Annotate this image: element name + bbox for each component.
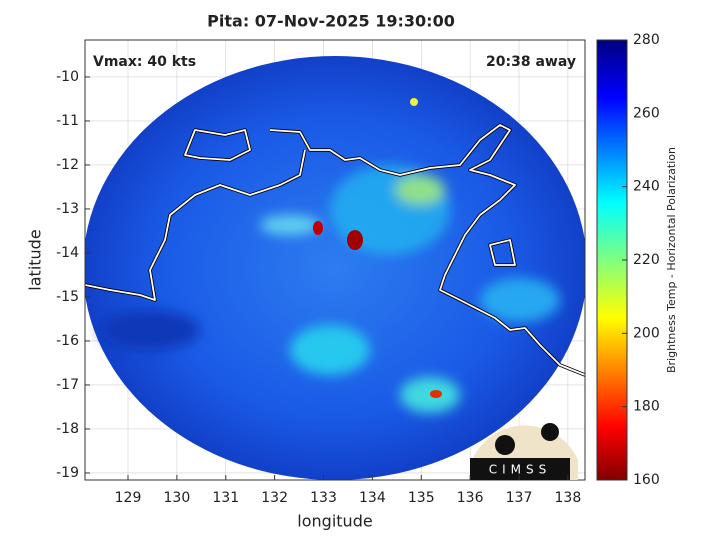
- colorbar-tick-label: 180: [633, 399, 660, 415]
- logo: CIMSS: [470, 423, 578, 480]
- x-axis-label: longitude: [297, 512, 372, 531]
- y-tick-label: -17: [56, 377, 79, 393]
- plot-frame: [84, 39, 586, 481]
- hot-spot: [347, 230, 363, 250]
- imagery: [85, 56, 585, 480]
- hot-spot: [430, 390, 442, 398]
- colorbar-tick-label: 240: [633, 179, 660, 195]
- logo-text: CIMSS: [489, 463, 552, 477]
- hot-spot: [313, 221, 323, 235]
- y-tick-label: -16: [56, 333, 79, 349]
- colorbar-tick-label: 160: [633, 472, 660, 488]
- y-tick-label: -10: [56, 69, 79, 85]
- y-tick-label: -14: [56, 245, 79, 261]
- chart-title: Pita: 07-Nov-2025 19:30:00: [207, 12, 455, 31]
- y-tick-label: -18: [56, 421, 79, 437]
- x-tick-label: 138: [555, 490, 582, 506]
- x-tick-label: 129: [115, 490, 142, 506]
- annotation: Vmax: 40 kts: [93, 54, 196, 70]
- colorbar-tick-label: 220: [633, 252, 660, 268]
- colorbar-label: Brightness Temp - Horizontal Polarizatio…: [665, 147, 678, 373]
- x-tick-label: 134: [359, 490, 386, 506]
- x-tick-label: 133: [310, 490, 337, 506]
- x-tick-label: 132: [261, 490, 288, 506]
- x-tick-label: 136: [457, 490, 484, 506]
- x-tick-label: 131: [212, 490, 239, 506]
- y-tick-label: -15: [56, 289, 79, 305]
- y-axis-label: latitude: [26, 229, 45, 290]
- x-tick-label: 135: [408, 490, 435, 506]
- y-tick-label: -12: [56, 157, 79, 173]
- x-tick-label: 137: [506, 490, 533, 506]
- hot-spot: [410, 98, 418, 106]
- colorbar-tick-label: 260: [633, 105, 660, 121]
- x-tick-label: 130: [164, 490, 191, 506]
- y-tick-label: -13: [56, 201, 79, 217]
- colorbar-tick-label: 280: [633, 32, 660, 48]
- y-tick-label: -19: [56, 465, 79, 481]
- scan-disk: [85, 56, 585, 480]
- colorbar-tick-label: 200: [633, 325, 660, 341]
- annotation: 20:38 away: [486, 54, 576, 70]
- y-tick-label: -11: [56, 113, 79, 129]
